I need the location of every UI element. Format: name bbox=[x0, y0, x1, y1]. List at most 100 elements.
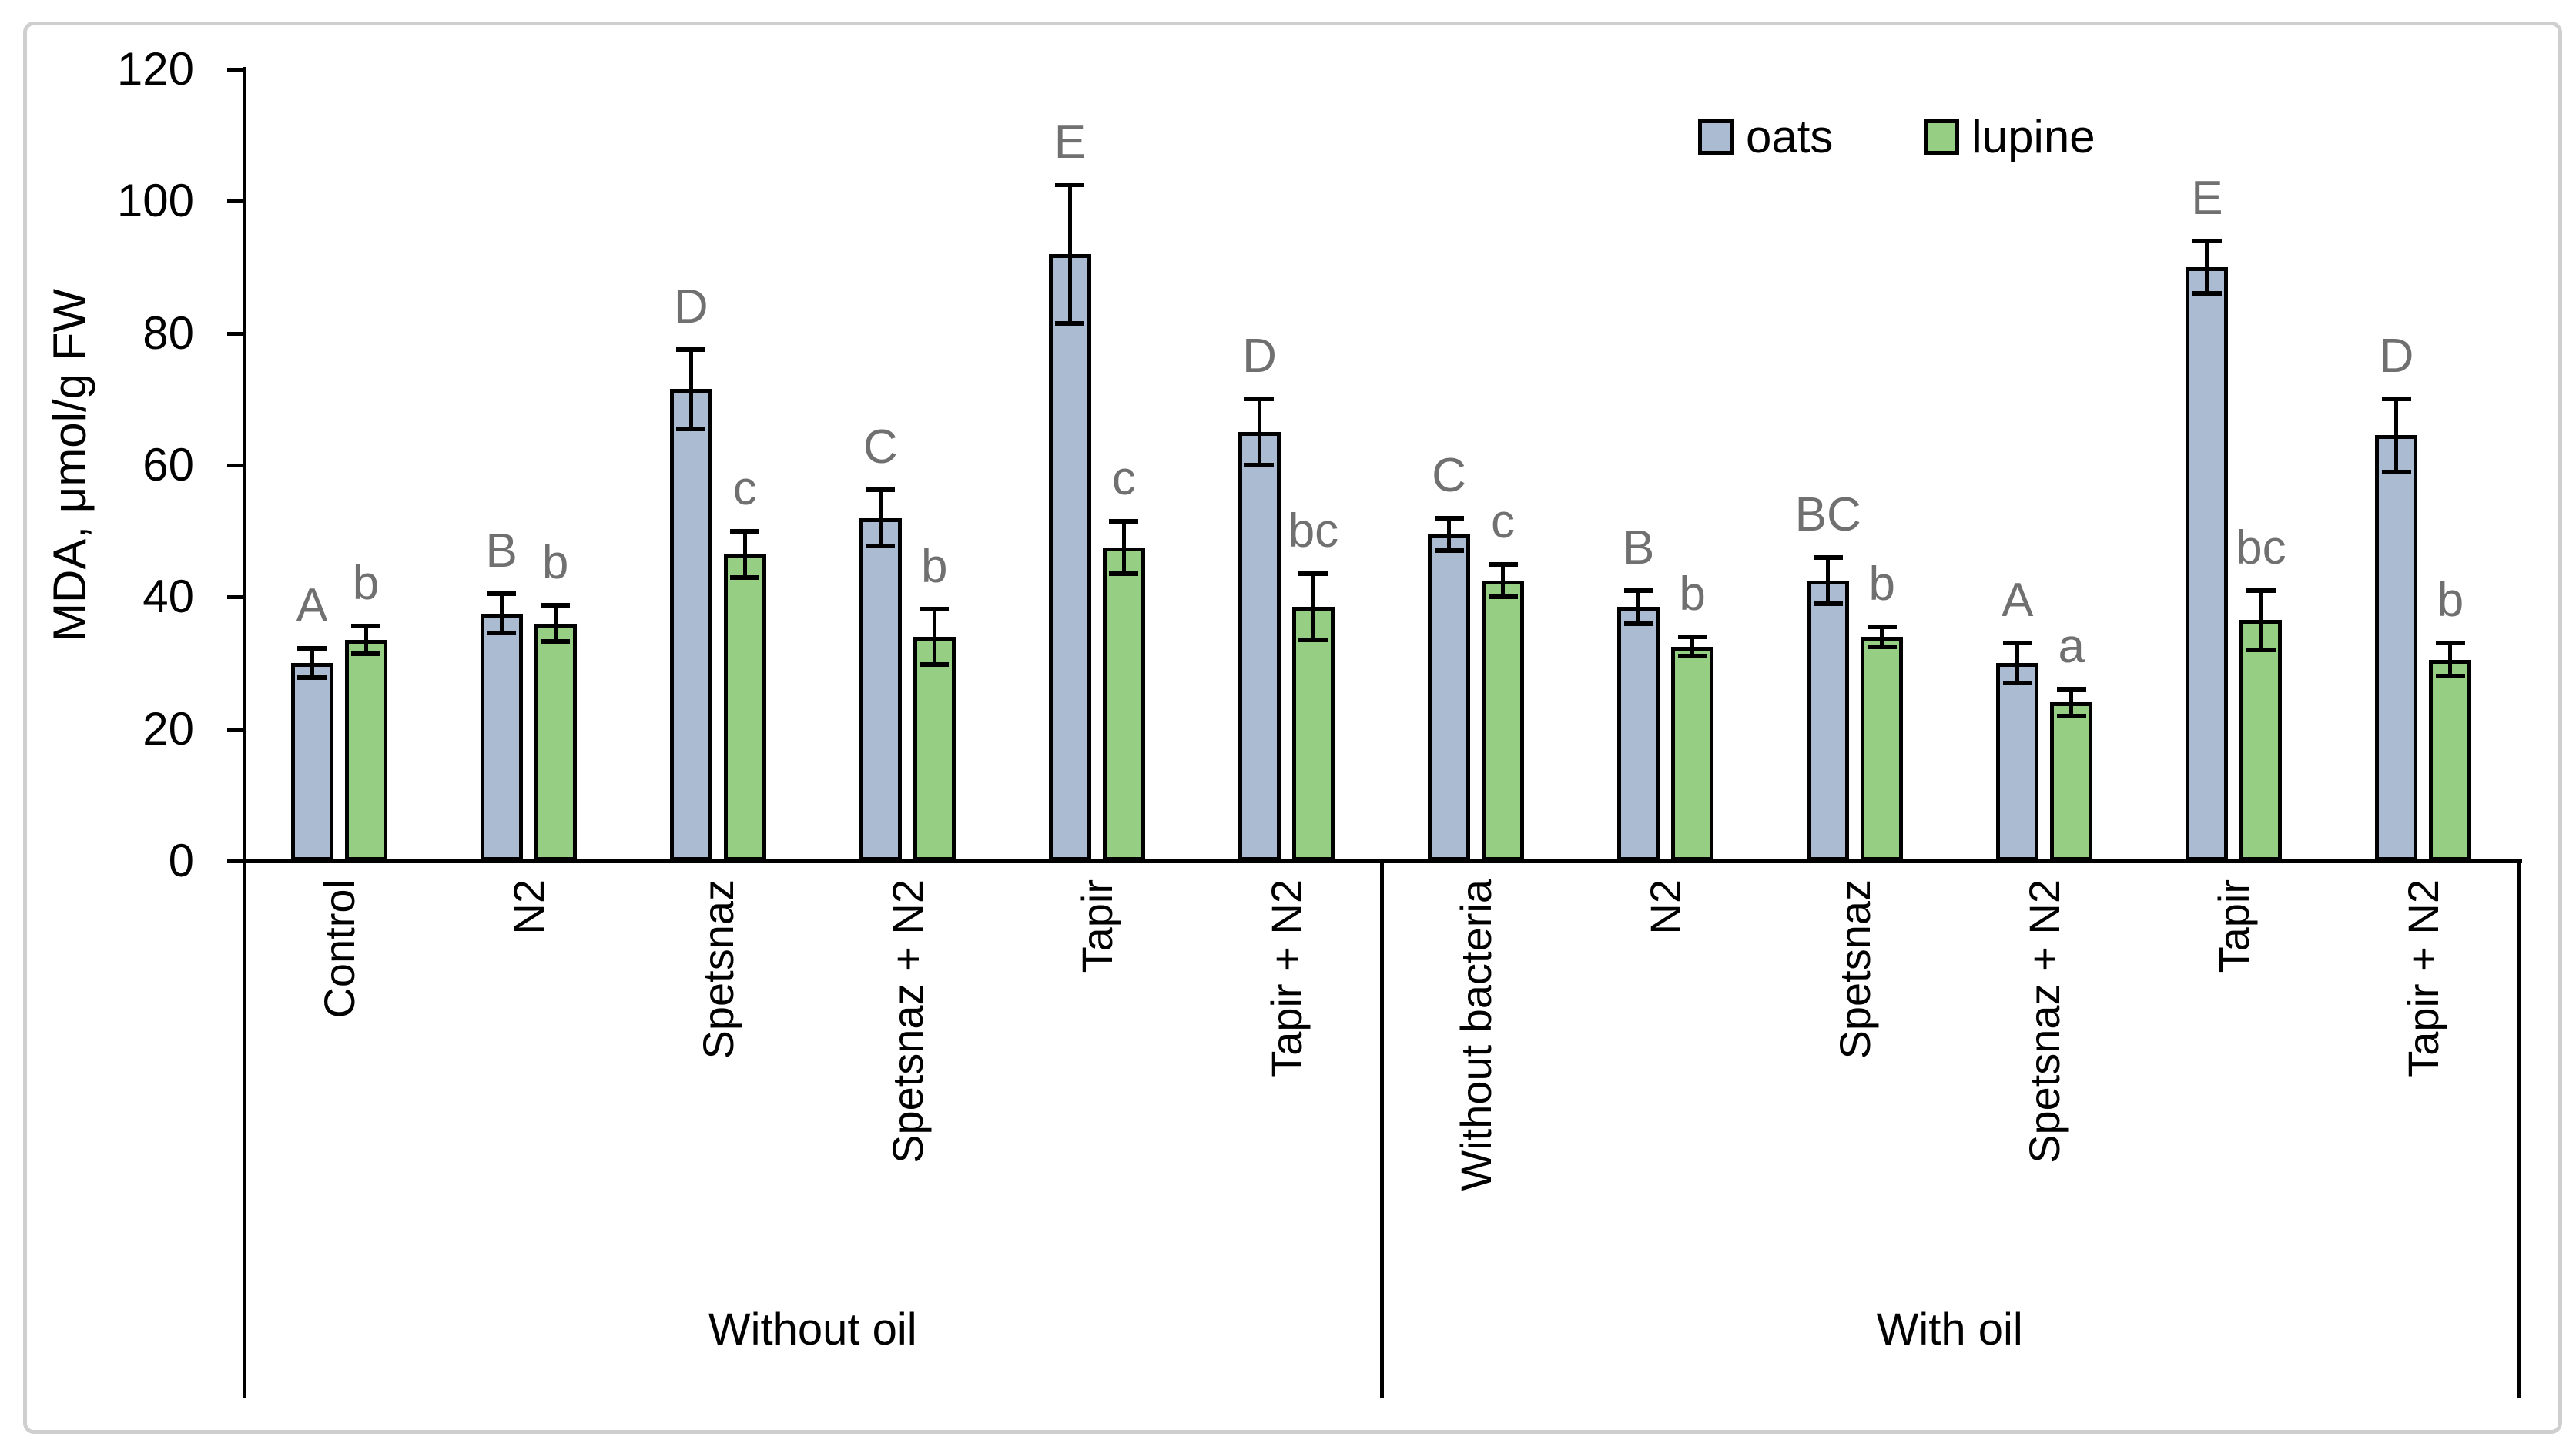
error-whisker-oats-6 bbox=[1447, 517, 1452, 551]
legend-item-oats: oats bbox=[1698, 114, 1833, 160]
error-cap-bottom-oats-1 bbox=[487, 631, 517, 636]
error-cap-top-oats-8 bbox=[1813, 554, 1843, 560]
significance-letter-lupine-8: b bbox=[1868, 557, 1895, 611]
y-tick-label-60: 60 bbox=[142, 439, 194, 491]
error-cap-top-lupine-0 bbox=[351, 624, 381, 629]
legend-label-lupine: lupine bbox=[1971, 111, 2095, 162]
x-category-label-text-5: Tapir + N2 bbox=[1261, 879, 1311, 1077]
x-category-label-text-9: Spetsnaz + N2 bbox=[2020, 879, 2069, 1164]
error-cap-top-oats-11 bbox=[2381, 397, 2411, 402]
error-cap-bottom-oats-0 bbox=[297, 675, 327, 680]
significance-letter-lupine-1: b bbox=[541, 536, 569, 590]
significance-letter-oats-4: E bbox=[1054, 115, 1087, 169]
x-category-label-text-8: Spetsnaz bbox=[1831, 879, 1880, 1060]
bar-lupine-0 bbox=[344, 640, 387, 861]
error-cap-top-lupine-2 bbox=[730, 528, 760, 534]
significance-letter-lupine-2: c bbox=[732, 461, 757, 515]
error-whisker-lupine-0 bbox=[363, 626, 368, 654]
x-category-label-text-4: Tapir bbox=[1072, 879, 1121, 973]
error-cap-bottom-lupine-4 bbox=[1109, 571, 1139, 577]
error-cap-top-oats-5 bbox=[1244, 397, 1275, 402]
bar-oats-10 bbox=[2186, 267, 2229, 861]
significance-letter-oats-8: BC bbox=[1794, 487, 1861, 541]
y-tick-label-20: 20 bbox=[142, 702, 194, 755]
y-tick-mark-40 bbox=[227, 595, 244, 600]
bar-lupine-8 bbox=[1861, 636, 1904, 861]
group-separator-2 bbox=[2517, 861, 2521, 1398]
error-whisker-oats-11 bbox=[2394, 399, 2399, 472]
error-cap-bottom-lupine-1 bbox=[541, 638, 571, 644]
x-category-label-text-2: Spetsnaz bbox=[693, 879, 742, 1060]
group-label-0: Without oil bbox=[708, 1304, 917, 1355]
significance-letter-oats-3: C bbox=[863, 420, 898, 474]
error-cap-bottom-lupine-2 bbox=[730, 574, 760, 580]
error-whisker-oats-7 bbox=[1636, 590, 1641, 624]
significance-letter-oats-5: D bbox=[1242, 330, 1277, 383]
error-whisker-lupine-6 bbox=[1501, 564, 1506, 598]
error-whisker-oats-0 bbox=[310, 648, 314, 678]
y-tick-mark-0 bbox=[227, 859, 244, 863]
x-category-label-5: Tapir + N2 bbox=[1259, 879, 1313, 1391]
error-whisker-lupine-1 bbox=[553, 605, 558, 641]
error-cap-bottom-oats-11 bbox=[2381, 469, 2411, 474]
error-whisker-oats-3 bbox=[878, 489, 883, 547]
error-cap-bottom-oats-8 bbox=[1813, 601, 1843, 606]
significance-letter-lupine-4: c bbox=[1111, 451, 1136, 505]
bar-lupine-9 bbox=[2050, 702, 2093, 861]
error-whisker-oats-5 bbox=[1257, 399, 1261, 465]
bar-oats-7 bbox=[1617, 607, 1660, 861]
significance-letter-lupine-11: b bbox=[2437, 574, 2464, 628]
error-cap-bottom-oats-2 bbox=[676, 426, 706, 431]
error-cap-top-lupine-3 bbox=[920, 606, 950, 611]
bar-lupine-2 bbox=[723, 554, 766, 861]
error-whisker-lupine-8 bbox=[1880, 626, 1884, 647]
bar-lupine-4 bbox=[1102, 548, 1145, 861]
error-cap-bottom-lupine-11 bbox=[2435, 674, 2465, 679]
y-tick-label-80: 80 bbox=[142, 306, 194, 359]
figure-border bbox=[23, 22, 2562, 1434]
x-category-label-11: Tapir + N2 bbox=[2397, 879, 2450, 1391]
error-whisker-oats-9 bbox=[2015, 643, 2020, 683]
error-whisker-lupine-7 bbox=[1690, 636, 1695, 657]
significance-letter-oats-0: A bbox=[296, 579, 328, 633]
error-cap-top-oats-0 bbox=[297, 646, 327, 651]
bar-oats-6 bbox=[1428, 534, 1471, 861]
significance-letter-oats-1: B bbox=[485, 524, 518, 578]
y-tick-mark-20 bbox=[227, 727, 244, 732]
error-cap-top-lupine-8 bbox=[1867, 624, 1897, 629]
significance-letter-lupine-5: bc bbox=[1288, 504, 1339, 558]
bar-lupine-5 bbox=[1291, 607, 1335, 861]
error-cap-bottom-lupine-6 bbox=[1488, 594, 1518, 600]
significance-letter-oats-2: D bbox=[673, 280, 708, 334]
error-cap-top-lupine-11 bbox=[2435, 641, 2465, 646]
error-whisker-lupine-2 bbox=[742, 531, 747, 578]
error-cap-top-oats-6 bbox=[1434, 515, 1464, 521]
bar-oats-4 bbox=[1048, 253, 1091, 861]
error-cap-top-oats-1 bbox=[487, 591, 517, 597]
error-cap-bottom-lupine-5 bbox=[1298, 638, 1328, 643]
significance-letter-lupine-7: b bbox=[1679, 567, 1706, 621]
error-cap-bottom-oats-7 bbox=[1623, 621, 1653, 626]
legend-swatch-oats bbox=[1698, 119, 1734, 155]
error-cap-top-oats-7 bbox=[1623, 588, 1653, 593]
error-whisker-lupine-5 bbox=[1311, 574, 1315, 640]
error-whisker-oats-10 bbox=[2205, 240, 2209, 294]
y-tick-label-40: 40 bbox=[142, 571, 194, 623]
error-cap-top-oats-10 bbox=[2192, 238, 2222, 243]
legend: oats lupine bbox=[1698, 111, 2095, 162]
x-category-label-text-7: N2 bbox=[1641, 879, 1690, 935]
bar-oats-9 bbox=[1996, 663, 2039, 861]
error-cap-top-lupine-6 bbox=[1488, 561, 1518, 567]
error-whisker-oats-8 bbox=[1826, 557, 1831, 604]
bar-oats-0 bbox=[290, 663, 333, 861]
error-cap-bottom-lupine-8 bbox=[1867, 644, 1897, 649]
error-whisker-lupine-9 bbox=[2069, 689, 2074, 716]
y-tick-label-120: 120 bbox=[116, 43, 194, 95]
bar-oats-8 bbox=[1807, 580, 1850, 861]
error-whisker-oats-1 bbox=[499, 594, 504, 634]
group-label-1: With oil bbox=[1876, 1304, 2023, 1355]
significance-letter-lupine-3: b bbox=[921, 539, 948, 593]
y-tick-label-100: 100 bbox=[116, 175, 194, 227]
significance-letter-oats-7: B bbox=[1622, 521, 1655, 574]
